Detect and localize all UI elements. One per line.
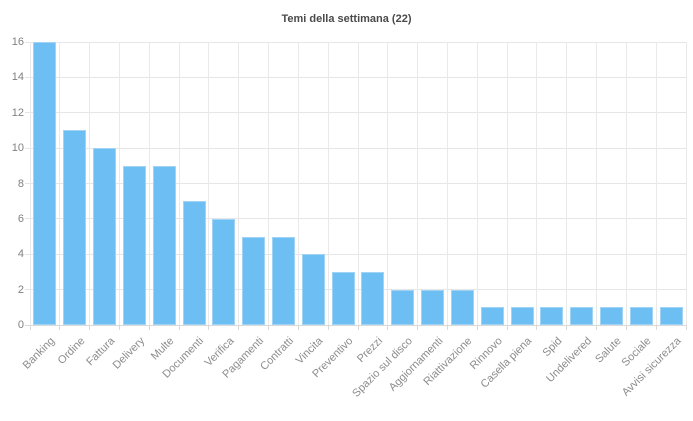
gridline-vertical — [625, 42, 627, 325]
bar — [540, 307, 564, 325]
gridline-vertical — [506, 42, 508, 325]
x-axis-tick — [178, 325, 180, 330]
x-axis-tick — [268, 325, 270, 330]
gridline-vertical — [387, 42, 389, 325]
gridline-horizontal — [25, 147, 686, 149]
gridline-vertical — [297, 42, 299, 325]
x-axis-tick — [655, 325, 657, 330]
gridline-horizontal — [25, 112, 686, 114]
x-axis-tick — [148, 325, 150, 330]
x-axis-tick — [476, 325, 478, 330]
x-axis-tick — [208, 325, 210, 330]
gridline-vertical — [148, 42, 150, 325]
y-axis-tick-label: 8 — [17, 177, 24, 190]
bar — [570, 307, 594, 325]
bar — [33, 42, 57, 325]
x-axis-tick — [387, 325, 389, 330]
gridline-vertical — [446, 42, 448, 325]
bar — [629, 307, 653, 325]
y-axis-tick-label: 10 — [11, 142, 24, 155]
y-axis-tick-label: 2 — [17, 283, 24, 296]
x-axis-tick — [506, 325, 508, 330]
y-axis-tick-label: 16 — [11, 36, 24, 48]
gridline-vertical — [685, 42, 687, 325]
x-axis-tick — [297, 325, 299, 330]
gridline-vertical — [59, 42, 61, 325]
bar — [152, 165, 176, 325]
gridline-vertical — [357, 42, 359, 325]
gridline-horizontal — [25, 289, 686, 291]
x-axis-tick — [446, 325, 448, 330]
y-axis-tick-label: 6 — [17, 212, 24, 225]
x-axis-tick — [118, 325, 120, 330]
gridline-horizontal — [25, 41, 686, 43]
x-axis-tick — [685, 325, 687, 330]
gridline-vertical — [476, 42, 478, 325]
x-axis-tick — [536, 325, 538, 330]
bar — [510, 307, 534, 325]
x-axis-tick — [327, 325, 329, 330]
bar — [599, 307, 623, 325]
bar — [93, 148, 117, 325]
x-axis-tick — [89, 325, 91, 330]
gridline-horizontal — [25, 218, 686, 220]
x-axis-tick — [59, 325, 61, 330]
x-axis-tick — [566, 325, 568, 330]
x-axis-tick — [29, 325, 31, 330]
gridline-vertical — [29, 42, 31, 325]
plot-area: 0 2 4 6 8 10 12 14 16 Banking Ordine Fattura Deliver… — [12, 36, 687, 400]
gridline-vertical — [208, 42, 210, 325]
gridline-vertical — [655, 42, 657, 325]
x-axis-tick — [238, 325, 240, 330]
bar — [63, 130, 87, 325]
bar — [361, 271, 385, 325]
gridline-vertical — [118, 42, 120, 325]
gridline-vertical — [417, 42, 419, 325]
x-axis-category-label: Delivery — [110, 335, 147, 372]
x-axis-tick — [417, 325, 419, 330]
x-axis-tick — [357, 325, 359, 330]
y-axis-tick-label: 12 — [11, 106, 24, 119]
bar — [480, 307, 504, 325]
chart-title: Temi della settimana (22) — [281, 13, 412, 25]
x-axis-category-label: Ordine — [55, 335, 88, 367]
y-axis-tick-label: 14 — [11, 71, 24, 84]
gridline-horizontal — [25, 324, 686, 326]
bar — [421, 289, 445, 325]
bar — [212, 218, 236, 325]
gridline-vertical — [89, 42, 91, 325]
x-axis-tick — [625, 325, 627, 330]
bar — [659, 307, 683, 325]
gridline-vertical — [327, 42, 329, 325]
gridline-vertical — [596, 42, 598, 325]
gridline-vertical — [238, 42, 240, 325]
bar — [122, 165, 146, 325]
gridline-horizontal — [25, 183, 686, 184]
y-axis-tick-label: 0 — [17, 319, 24, 331]
bar — [271, 236, 295, 325]
bar — [450, 289, 474, 325]
bar — [301, 254, 325, 325]
x-axis-tick — [596, 325, 598, 330]
gridline-horizontal — [25, 76, 686, 78]
gridline-horizontal — [25, 253, 686, 255]
bar — [331, 271, 355, 325]
bar — [242, 236, 266, 325]
x-axis-category-label: Banking — [20, 335, 58, 372]
bar — [182, 201, 206, 325]
gridline-vertical — [536, 42, 538, 325]
gridline-vertical — [178, 42, 180, 325]
gridline-vertical — [268, 42, 270, 325]
y-axis-tick-label: 4 — [17, 248, 24, 261]
x-axis-category-label: Spid — [540, 335, 565, 360]
bar — [391, 289, 415, 325]
gridline-vertical — [566, 42, 568, 325]
